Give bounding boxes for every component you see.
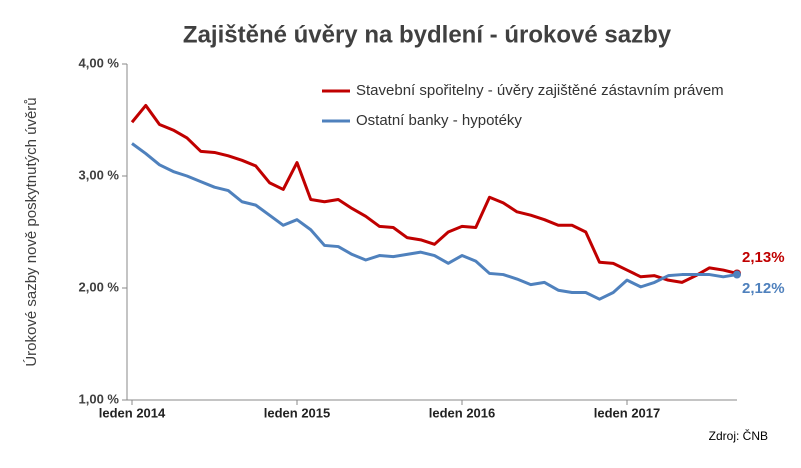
x-tick-label: leden 2016 — [429, 405, 496, 420]
chart-title: Zajištěné úvěry na bydlení - úrokové saz… — [183, 21, 672, 48]
y-tick-label: 2,00 % — [79, 279, 120, 294]
end-marker — [733, 270, 741, 279]
y-axis-label: Úrokové sazby nově poskytnutých úvěrů — [23, 97, 40, 366]
x-tick-label: leden 2017 — [594, 405, 661, 420]
series-line — [130, 103, 738, 284]
source: Zdroj: ČNB — [709, 428, 768, 443]
x-tick-label: leden 2014 — [99, 405, 166, 420]
end-label: 2,13% — [742, 249, 785, 266]
legend-label: Ostatní banky - hypotéky — [356, 112, 522, 129]
y-tick-label: 3,00 % — [79, 167, 120, 182]
y-tick-label: 4,00 % — [79, 55, 120, 70]
x-tick-label: leden 2015 — [264, 405, 331, 420]
legend-label: Stavební spořitelny - úvěry zajištěné zá… — [356, 82, 724, 99]
y-tick-label: 1,00 % — [79, 391, 120, 406]
end-label: 2,12% — [742, 280, 785, 297]
series-line — [131, 142, 738, 301]
